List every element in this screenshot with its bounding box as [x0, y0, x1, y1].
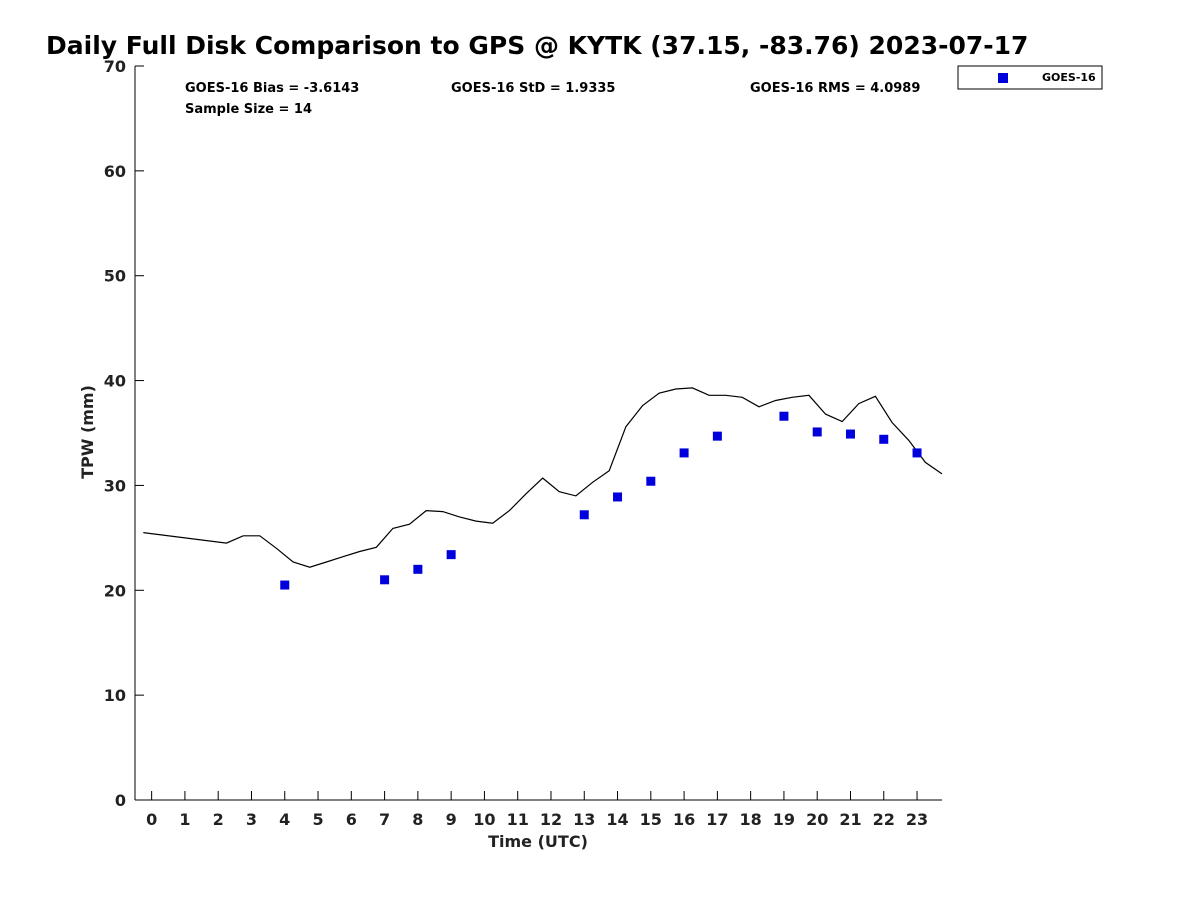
x-tick-label: 16: [673, 810, 695, 829]
x-tick-label: 9: [446, 810, 457, 829]
x-tick-label: 22: [873, 810, 895, 829]
x-axis-label: Time (UTC): [488, 832, 588, 851]
goes16-point: [413, 564, 423, 574]
y-tick-label: 50: [104, 267, 126, 286]
x-tick-label: 7: [379, 810, 390, 829]
x-tick-label: 5: [312, 810, 323, 829]
x-tick-label: 23: [906, 810, 928, 829]
goes16-point: [380, 575, 390, 585]
goes16-point: [646, 476, 656, 486]
y-axis-label: TPW (mm): [78, 385, 97, 479]
goes16-point: [812, 427, 822, 437]
y-tick-label: 70: [104, 57, 126, 76]
legend-label-goes16: GOES-16: [1042, 71, 1096, 84]
legend-box: [957, 65, 1103, 90]
y-tick-label: 40: [104, 372, 126, 391]
x-tick-label: 3: [246, 810, 257, 829]
goes16-point: [779, 411, 789, 421]
x-tick-label: 17: [706, 810, 728, 829]
goes16-point: [579, 510, 589, 520]
std-stat: GOES-16 StD = 1.9335: [451, 81, 615, 96]
legend: GOES-16: [957, 65, 1103, 90]
goes16-point: [446, 550, 456, 560]
goes16-point: [912, 448, 922, 458]
x-ticks: 0 1 2 3 4 5 6 7 8 9 10 11 12 13 14 15 16 17 18 19 20 21 22 23: [146, 791, 928, 829]
x-tick-label: 12: [540, 810, 562, 829]
bias-stat: GOES-16 Bias = -3.6143: [185, 81, 359, 96]
x-tick-label: 15: [640, 810, 662, 829]
goes16-point: [613, 492, 623, 502]
goes16-point: [679, 448, 689, 458]
goes16-point: [879, 434, 889, 444]
x-tick-label: 0: [146, 810, 157, 829]
goes16-point: [712, 431, 722, 441]
gps-tpw-line: [143, 387, 943, 568]
x-tick-label: 14: [606, 810, 628, 829]
y-tick-label: 20: [104, 581, 126, 600]
goes16-point: [280, 580, 290, 590]
x-tick-label: 6: [346, 810, 357, 829]
x-tick-label: 20: [806, 810, 828, 829]
legend-marker-goes16: [998, 73, 1008, 83]
x-tick-label: 4: [279, 810, 290, 829]
sample-size-stat: Sample Size = 14: [185, 102, 312, 117]
x-tick-label: 8: [412, 810, 423, 829]
x-tick-label: 18: [740, 810, 762, 829]
y-tick-label: 30: [104, 476, 126, 495]
x-tick-label: 21: [839, 810, 861, 829]
x-tick-label: 13: [573, 810, 595, 829]
x-tick-label: 2: [213, 810, 224, 829]
goes16-point: [845, 429, 855, 439]
x-tick-label: 10: [473, 810, 495, 829]
x-tick-label: 1: [179, 810, 190, 829]
x-tick-label: 19: [773, 810, 795, 829]
y-tick-label: 0: [115, 791, 126, 810]
y-tick-label: 10: [104, 686, 126, 705]
rms-stat: GOES-16 RMS = 4.0989: [750, 81, 920, 96]
y-tick-label: 60: [104, 162, 126, 181]
chart-title: Daily Full Disk Comparison to GPS @ KYTK…: [46, 31, 1028, 60]
stats-box: GOES-16 Bias = -3.6143 GOES-16 StD = 1.9…: [185, 81, 920, 117]
series-layer: [143, 387, 943, 590]
y-ticks: 0 10 20 30 40 50 60 70: [104, 57, 144, 810]
x-tick-label: 11: [507, 810, 529, 829]
